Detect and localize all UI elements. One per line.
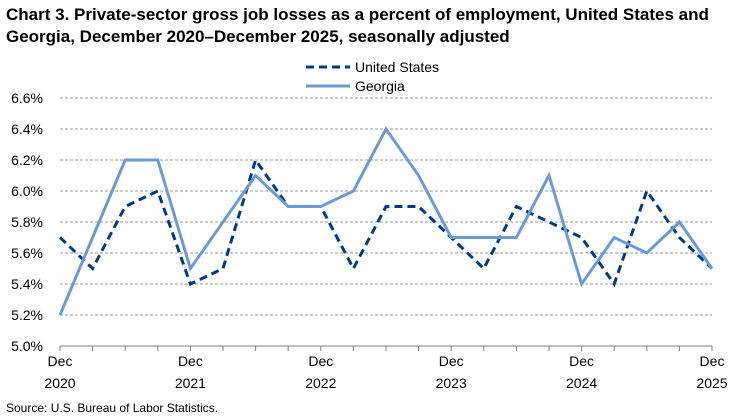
y-tick-label: 6.0%	[11, 183, 43, 199]
x-tick-label: Dec	[439, 353, 464, 369]
axes	[59, 345, 713, 351]
legend-label: United States	[355, 59, 439, 75]
y-tick-label: 5.0%	[11, 338, 43, 354]
chart-title: Chart 3. Private-sector gross job losses…	[6, 5, 709, 46]
x-tick-label: Dec	[178, 353, 203, 369]
series-line-georgia	[58, 126, 714, 316]
x-axis-tick-labels: Dec 2020 Dec 2021 Dec 2022 Dec 2023 Dec 2024 Dec 20…	[44, 353, 727, 391]
x-tick-label: 2022	[305, 375, 336, 391]
x-tick-label: Dec	[700, 353, 725, 369]
series-line-united-states	[58, 156, 714, 288]
y-tick-label: 6.4%	[11, 121, 43, 137]
source-note: Source: U.S. Bureau of Labor Statistics.	[6, 401, 219, 415]
x-tick-label: 2023	[436, 375, 467, 391]
x-tick-label: Dec	[48, 353, 73, 369]
x-tick-label: 2025	[696, 375, 727, 391]
y-tick-label: 5.8%	[11, 214, 43, 230]
legend: United States Georgia	[306, 59, 439, 94]
y-tick-label: 5.4%	[11, 276, 43, 292]
x-tick-label: 2021	[175, 375, 206, 391]
series-lines	[58, 126, 714, 316]
x-tick-label: Dec	[569, 353, 594, 369]
y-tick-label: 5.6%	[11, 245, 43, 261]
x-tick-label: 2024	[566, 375, 597, 391]
y-axis-tick-labels: 5.0% 5.2% 5.4% 5.6% 5.8% 6.0% 6.2% 6.4% 6.6%	[11, 90, 43, 354]
legend-label: Georgia	[355, 78, 405, 94]
x-tick-label: 2020	[44, 375, 75, 391]
x-tick-label: Dec	[308, 353, 333, 369]
y-tick-label: 5.2%	[11, 307, 43, 323]
y-tick-label: 6.6%	[11, 90, 43, 106]
y-tick-label: 6.2%	[11, 152, 43, 168]
